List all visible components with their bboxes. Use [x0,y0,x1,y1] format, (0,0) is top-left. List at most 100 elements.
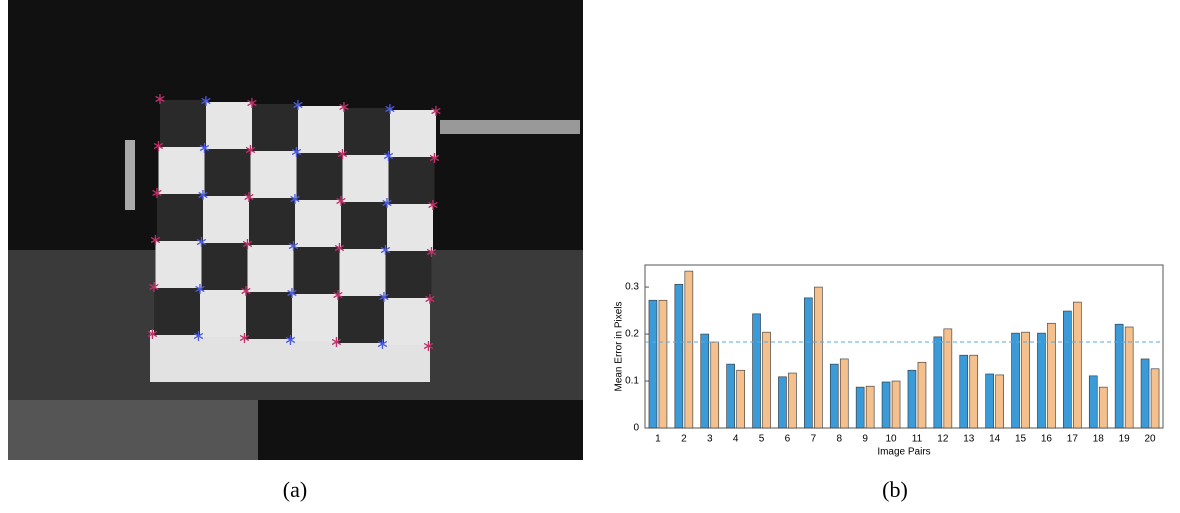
corner-marker: ∗ [422,338,435,355]
corner-marker: ∗ [152,138,165,155]
board-square [200,290,246,337]
corner-marker: ∗ [150,185,163,202]
x-tick-label: 10 [885,434,897,445]
bar [1124,326,1134,429]
bar [829,363,839,429]
corner-marker: ∗ [331,287,344,304]
bar [1114,323,1124,429]
board-square [387,204,433,251]
bar [710,341,720,429]
bar [1047,322,1056,429]
x-tick-label: 1 [655,434,661,445]
bar [855,386,865,429]
board-square [385,251,432,298]
bar [1037,332,1046,429]
corner-marker: ∗ [199,93,212,110]
board-square [339,249,386,296]
bar [891,380,901,429]
bar [995,374,1004,429]
x-axis-label: Image Pairs [877,447,930,458]
bar [752,313,761,429]
corner-marker: ∗ [196,187,209,204]
board-square [154,288,200,335]
corner-marker: ∗ [423,291,436,308]
corner-marker: ∗ [382,148,395,165]
corner-marker: ∗ [239,283,252,300]
corner-marker: ∗ [147,279,160,296]
board-square [155,241,202,288]
corner-marker: ∗ [146,326,159,343]
corner-marker: ∗ [195,234,208,251]
corner-marker: ∗ [291,97,304,114]
photo-ground [8,400,258,460]
corner-marker: ∗ [429,103,442,120]
x-tick-label: 17 [1067,434,1079,445]
board-square [252,104,298,151]
corner-marker: ∗ [238,330,251,347]
x-tick-label: 6 [785,434,791,445]
corner-marker: ∗ [193,281,206,298]
corner-marker: ∗ [242,189,255,206]
photo: ∗ ∗ ∗ ∗ ∗ ∗ ∗ ∗ ∗ ∗ ∗ ∗ ∗ ∗ ∗ ∗ ∗ ∗ ∗ ∗ ∗ ∗ ∗ ∗ ∗ ∗ ∗ ∗ ∗ ∗ ∗ ∗ ∗ ∗ ∗ ∗ ∗ ∗ ∗ ∗… [8,0,583,460]
bar [778,376,787,429]
x-tick-label: 15 [1015,434,1027,445]
bar [762,331,771,429]
bar [1150,368,1160,429]
bar [804,297,813,429]
board-square [246,292,292,339]
y-tick-label: 0.1 [625,376,639,387]
corner-marker: ∗ [333,240,346,257]
corner-marker: ∗ [245,95,258,112]
corner-marker: ∗ [288,191,301,208]
bar [788,372,797,429]
corner-marker: ∗ [383,101,396,118]
board-square [250,151,297,198]
x-tick-label: 14 [989,434,1001,445]
y-tick-label: 0.2 [625,329,639,340]
board-square [344,108,390,155]
board-square [293,247,340,294]
bar [1063,310,1072,429]
board-square [390,110,436,157]
corner-marker: ∗ [192,328,205,345]
corner-marker: ∗ [244,142,257,159]
bar [881,381,891,429]
corner-marker: ∗ [428,150,441,167]
caption: (a) [283,477,307,502]
x-tick-label: 4 [733,434,739,445]
bar [726,363,735,429]
bar [1011,332,1020,429]
corner-marker: ∗ [285,285,298,302]
x-tick-label: 5 [759,434,765,445]
x-tick-label: 11 [912,434,923,445]
corner-marker: ∗ [377,289,390,306]
board-square [249,198,295,245]
bar [648,299,658,429]
bar [700,333,710,429]
bar [658,299,668,429]
x-tick-label: 18 [1093,434,1105,445]
y-tick-label: 0 [633,423,639,434]
y-tick-label: 0.3 [625,282,639,293]
photo-object [440,120,580,134]
corner-marker: ∗ [426,197,439,214]
board-square [338,296,384,343]
x-tick-label: 8 [836,434,842,445]
x-tick-label: 12 [937,434,949,445]
bar [1021,331,1030,429]
corner-marker: ∗ [334,193,347,210]
bar [943,328,953,429]
bar [736,369,745,429]
photo-object [125,140,135,210]
board-square [204,149,251,196]
x-tick-label: 7 [811,434,817,445]
bar [839,358,849,429]
corner-marker: ∗ [379,242,392,259]
board-square [292,294,338,341]
board-square [206,102,252,149]
corner-marker: ∗ [337,99,350,116]
bar [1088,375,1098,429]
bar [917,361,927,429]
board-square [341,202,387,249]
